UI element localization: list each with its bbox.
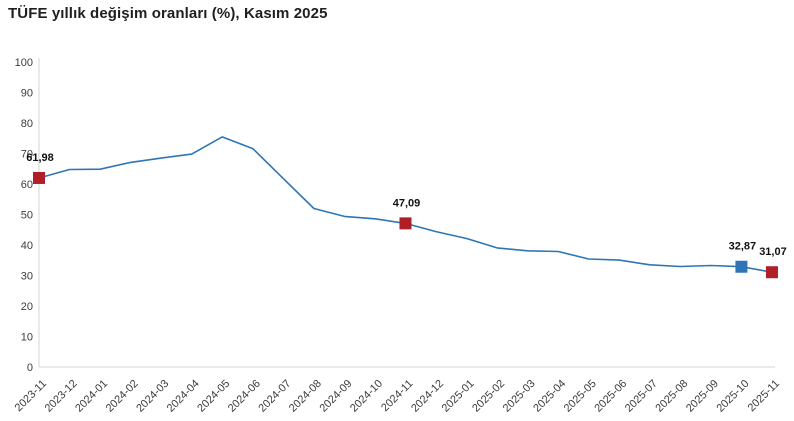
x-tick-label: 2025-04 — [531, 378, 568, 415]
x-tick-label: 2024-05 — [195, 378, 232, 415]
x-tick-label: 2023-12 — [43, 378, 80, 415]
x-tick-label: 2025-11 — [746, 378, 782, 414]
annotation-label-2025-11: 31,07 — [759, 246, 787, 258]
x-tick-label: 2024-01 — [73, 378, 110, 415]
annotation-marker-2025-10 — [735, 260, 748, 273]
y-tick-label: 70 — [21, 149, 33, 161]
y-tick-label: 100 — [15, 57, 33, 69]
y-tick-label: 10 — [21, 332, 33, 344]
x-tick-label: 2024-04 — [165, 378, 202, 415]
x-tick-label: 2024-11 — [379, 378, 415, 414]
x-tick-label: 2024-06 — [226, 378, 263, 415]
x-tick-label: 2024-12 — [409, 378, 446, 415]
x-tick-label: 2025-06 — [592, 378, 629, 415]
annotation-marker-2024-11 — [399, 217, 412, 230]
x-tick-label: 2024-10 — [348, 378, 385, 415]
x-tick-label: 2025-07 — [623, 378, 660, 415]
y-tick-label: 80 — [21, 118, 33, 130]
y-tick-label: 90 — [21, 88, 33, 100]
annotation-label-2024-11: 47,09 — [393, 197, 421, 209]
x-tick-label: 2025-02 — [470, 378, 507, 415]
y-tick-label: 50 — [21, 210, 33, 222]
y-tick-label: 40 — [21, 240, 33, 252]
x-tick-label: 2025-09 — [684, 378, 721, 415]
x-tick-label: 2025-01 — [440, 378, 477, 415]
annotation-label-2025-10: 32,87 — [729, 241, 757, 253]
y-tick-label: 0 — [27, 362, 33, 374]
x-tick-label: 2024-09 — [317, 378, 354, 415]
x-tick-label: 2024-02 — [104, 378, 141, 415]
x-tick-label: 2025-03 — [501, 378, 538, 415]
x-tick-label: 2025-05 — [562, 378, 599, 415]
x-tick-label: 2025-10 — [715, 378, 752, 415]
annotation-marker-2023-11 — [33, 171, 45, 184]
y-tick-label: 20 — [21, 301, 33, 313]
y-tick-label: 30 — [21, 271, 33, 283]
x-tick-label: 2024-03 — [134, 378, 171, 415]
x-tick-label: 2024-07 — [256, 378, 293, 415]
y-tick-label: 60 — [21, 179, 33, 191]
annotation-label-2023-11: 61,98 — [26, 152, 54, 164]
x-tick-label: 2023-11 — [13, 378, 49, 414]
chart-title: TÜFE yıllık değişim oranları (%), Kasım … — [8, 5, 328, 22]
x-tick-label: 2024-08 — [287, 378, 324, 415]
annotation-marker-2025-11 — [765, 266, 778, 279]
x-tick-label: 2025-08 — [653, 378, 690, 415]
